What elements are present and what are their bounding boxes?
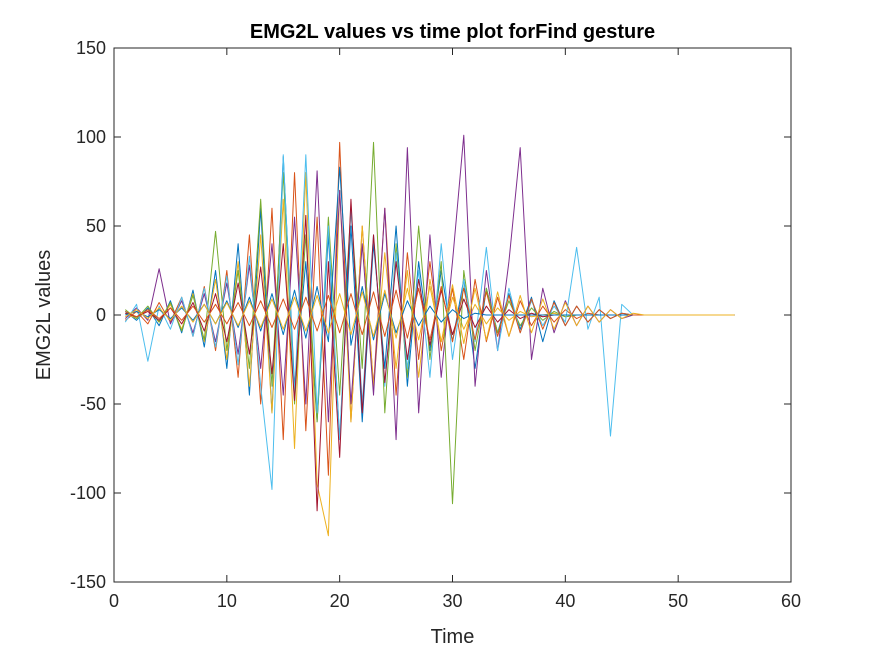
chart-title: EMG2L values vs time plot forFind gestur…: [250, 21, 655, 43]
x-tick-label: 40: [555, 591, 575, 611]
y-tick-label: 50: [86, 216, 106, 236]
y-tick-label: 100: [76, 127, 106, 147]
x-tick-label: 60: [781, 591, 801, 611]
y-tick-label: 150: [76, 38, 106, 58]
x-tick-label: 0: [109, 591, 119, 611]
x-axis-label: Time: [431, 626, 475, 648]
y-tick-label: -50: [80, 394, 106, 414]
series-line: [125, 286, 735, 343]
series-line: [124, 141, 735, 476]
x-tick-label: 50: [668, 591, 688, 611]
series-group: [124, 134, 735, 537]
y-tick-label: 0: [96, 305, 106, 325]
series-line: [125, 166, 735, 346]
series-line: [125, 284, 735, 344]
x-tick-label: 20: [330, 591, 350, 611]
y-tick-label: -150: [70, 572, 106, 592]
y-tick-label: -100: [70, 483, 106, 503]
x-tick-label: 10: [217, 591, 237, 611]
series-line: [124, 141, 735, 505]
plot-area: 0 10 20 30 40 50 60 -150 -100 -50 0 50 100 150: [70, 38, 801, 611]
x-tick-label: 30: [442, 591, 462, 611]
y-axis-label: EMG2L values: [33, 250, 55, 380]
